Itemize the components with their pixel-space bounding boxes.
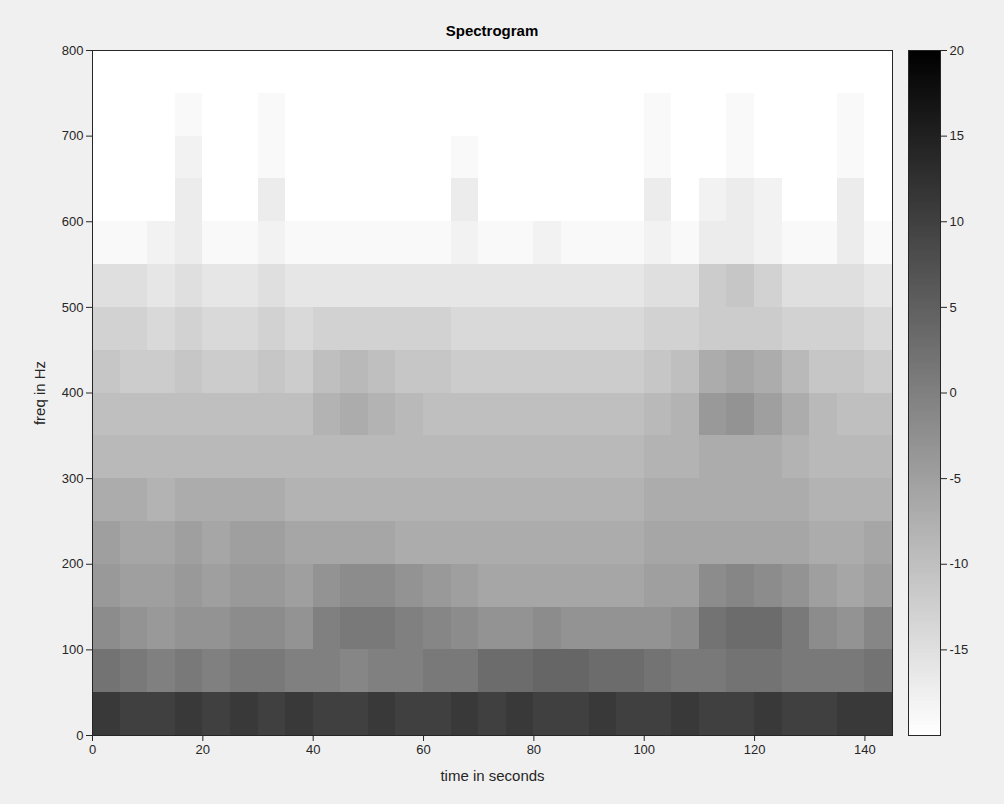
svg-text:700: 700 xyxy=(62,128,84,143)
svg-text:800: 800 xyxy=(62,43,84,58)
svg-text:60: 60 xyxy=(416,742,430,757)
svg-text:100: 100 xyxy=(62,642,84,657)
svg-text:80: 80 xyxy=(527,742,541,757)
svg-text:-10: -10 xyxy=(950,556,969,571)
svg-text:-5: -5 xyxy=(950,471,962,486)
svg-text:5: 5 xyxy=(950,300,957,315)
svg-text:15: 15 xyxy=(950,128,964,143)
svg-text:10: 10 xyxy=(950,214,964,229)
svg-text:time in seconds: time in seconds xyxy=(440,767,544,784)
svg-text:120: 120 xyxy=(744,742,766,757)
svg-text:20: 20 xyxy=(196,742,210,757)
svg-text:0: 0 xyxy=(76,728,83,743)
svg-text:-15: -15 xyxy=(950,642,969,657)
svg-text:600: 600 xyxy=(62,214,84,229)
html-text:Spectrogram: Spectrogram xyxy=(445,22,539,39)
svg-text:freq in Hz: freq in Hz xyxy=(31,361,48,425)
svg-text:20: 20 xyxy=(950,43,964,58)
svg-text:0: 0 xyxy=(950,385,957,400)
svg-text:140: 140 xyxy=(854,742,876,757)
svg-text:100: 100 xyxy=(633,742,655,757)
svg-text:0: 0 xyxy=(89,742,96,757)
svg-text:500: 500 xyxy=(62,300,84,315)
svg-text:40: 40 xyxy=(306,742,320,757)
svg-text:300: 300 xyxy=(62,471,84,486)
svg-text:400: 400 xyxy=(62,385,84,400)
svg-text:200: 200 xyxy=(62,556,84,571)
